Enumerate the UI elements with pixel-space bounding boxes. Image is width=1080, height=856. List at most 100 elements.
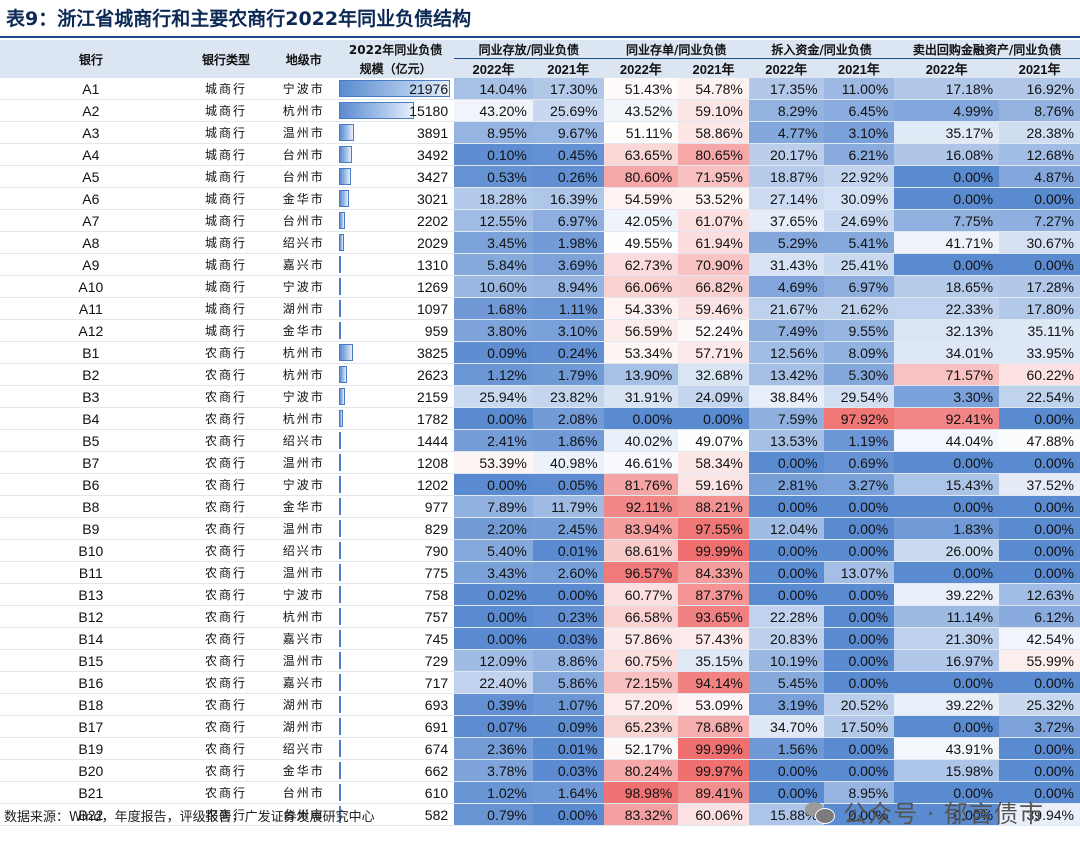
scale-value: 1782 — [416, 410, 449, 427]
cell-cds-2021: 89.41% — [678, 781, 749, 804]
cell-bank: B8 — [0, 495, 182, 518]
cell-borrowings-2021: 0.00% — [823, 495, 895, 518]
cell-cds-2022: 80.60% — [603, 165, 679, 188]
cell-city: 温州市 — [270, 451, 338, 474]
cell-deposits-2021: 1.98% — [532, 231, 604, 254]
cell-scale: 1782 — [337, 407, 455, 430]
scale-value: 1444 — [416, 432, 449, 449]
cell-deposits-2021: 17.30% — [532, 78, 604, 100]
table-row: B15 农商行 温州市 729 12.09% 8.86% 60.75% 35.15% 10.19… — [0, 649, 1080, 672]
cell-cds-2022: 66.06% — [603, 275, 679, 298]
cell-type: 城商行 — [181, 165, 271, 188]
scale-bar — [339, 322, 342, 339]
cell-deposits-2022: 0.53% — [454, 165, 533, 188]
scale-bar — [339, 476, 342, 493]
cell-deposits-2022: 2.20% — [454, 517, 533, 540]
table-row: B6 农商行 宁波市 1202 0.00% 0.05% 81.76% 59.16% 2.81% 3… — [0, 473, 1080, 496]
cell-city: 湖州市 — [270, 715, 338, 738]
scale-value: 1269 — [416, 278, 449, 295]
cell-borrowings-2021: 20.52% — [823, 693, 895, 716]
cell-type: 农商行 — [181, 429, 271, 452]
scale-bar — [339, 542, 342, 559]
cell-city: 温州市 — [270, 517, 338, 540]
table-row: B7 农商行 温州市 1208 53.39% 40.98% 46.61% 58.34% 0.00… — [0, 451, 1080, 474]
cell-city: 金华市 — [270, 759, 338, 782]
scale-value: 745 — [424, 630, 449, 647]
cell-cds-2021: 61.07% — [678, 209, 749, 232]
cell-city: 温州市 — [270, 649, 338, 672]
cell-deposits-2021: 9.67% — [532, 121, 604, 144]
cell-deposits-2022: 0.02% — [454, 583, 533, 606]
scale-value: 15180 — [409, 102, 449, 119]
cell-repo-2022: 0.00% — [894, 715, 1000, 738]
cell-bank: A10 — [0, 275, 182, 298]
cell-repo-2021: 0.00% — [999, 759, 1080, 782]
cell-deposits-2021: 1.64% — [532, 781, 604, 804]
cell-type: 农商行 — [181, 649, 271, 672]
cell-deposits-2022: 5.40% — [454, 539, 533, 562]
title-divider — [0, 36, 1080, 38]
cell-cds-2022: 13.90% — [603, 363, 679, 386]
cell-scale: 829 — [337, 517, 455, 540]
scale-value: 662 — [424, 762, 449, 779]
cell-cds-2022: 40.02% — [603, 429, 679, 452]
scale-bar — [339, 784, 342, 801]
cell-repo-2021: 22.54% — [999, 385, 1080, 408]
table-row: B20 农商行 金华市 662 3.78% 0.03% 80.24% 99.97% 0.00% 0… — [0, 759, 1080, 782]
cell-scale: 674 — [337, 737, 455, 760]
cell-deposits-2022: 12.55% — [454, 209, 533, 232]
cell-cds-2022: 60.77% — [603, 583, 679, 606]
table-row: A4 城商行 台州市 3492 0.10% 0.45% 63.65% 80.65% 20.17%… — [0, 143, 1080, 166]
scale-bar — [339, 652, 342, 669]
cell-deposits-2021: 1.07% — [532, 693, 604, 716]
cell-cds-2021: 94.14% — [678, 671, 749, 694]
cell-type: 农商行 — [181, 385, 271, 408]
cell-scale: 3021 — [337, 187, 455, 210]
scale-value: 1310 — [416, 256, 449, 273]
cell-type: 农商行 — [181, 737, 271, 760]
cell-borrowings-2021: 97.92% — [823, 407, 895, 430]
scale-value: 2202 — [416, 212, 449, 229]
cell-deposits-2021: 6.97% — [532, 209, 604, 232]
cell-repo-2022: 26.00% — [894, 539, 1000, 562]
cell-scale: 717 — [337, 671, 455, 694]
table-row: B9 农商行 温州市 829 2.20% 2.45% 83.94% 97.55% 12.04% 0… — [0, 517, 1080, 540]
scale-bar — [339, 432, 342, 449]
cell-cds-2021: 57.71% — [678, 341, 749, 364]
cell-deposits-2021: 0.00% — [532, 583, 604, 606]
cell-borrowings-2021: 6.97% — [823, 275, 895, 298]
cell-cds-2021: 35.15% — [678, 649, 749, 672]
cell-scale: 3427 — [337, 165, 455, 188]
cell-type: 农商行 — [181, 451, 271, 474]
cell-cds-2021: 97.55% — [678, 517, 749, 540]
cell-cds-2021: 93.65% — [678, 605, 749, 628]
scale-bar — [339, 674, 342, 691]
cell-type: 农商行 — [181, 627, 271, 650]
cell-city: 台州市 — [270, 209, 338, 232]
cell-bank: B11 — [0, 561, 182, 584]
cell-cds-2021: 53.52% — [678, 187, 749, 210]
cell-city: 杭州市 — [270, 605, 338, 628]
cell-borrowings-2021: 0.00% — [823, 737, 895, 760]
scale-value: 2159 — [416, 388, 449, 405]
cell-repo-2022: 0.00% — [894, 561, 1000, 584]
cell-repo-2022: 71.57% — [894, 363, 1000, 386]
cell-city: 嘉兴市 — [270, 671, 338, 694]
cell-bank: B16 — [0, 671, 182, 694]
cell-borrowings-2021: 0.00% — [823, 627, 895, 650]
cell-cds-2022: 51.11% — [603, 121, 679, 144]
scale-bar — [339, 190, 350, 207]
cell-deposits-2021: 0.05% — [532, 473, 604, 496]
cell-borrowings-2022: 27.14% — [748, 187, 824, 210]
cell-deposits-2021: 0.26% — [532, 165, 604, 188]
cell-repo-2022: 0.00% — [894, 165, 1000, 188]
cell-repo-2021: 7.27% — [999, 209, 1080, 232]
scale-bar — [339, 718, 342, 735]
cell-borrowings-2021: 13.07% — [823, 561, 895, 584]
cell-repo-2021: 0.00% — [999, 187, 1080, 210]
cell-repo-2021: 0.00% — [999, 561, 1080, 584]
cell-repo-2021: 39.94% — [999, 803, 1080, 826]
cell-borrowings-2022: 31.43% — [748, 253, 824, 276]
cell-deposits-2022: 0.00% — [454, 473, 533, 496]
header-scale-line2: 规模（亿元） — [337, 58, 455, 78]
